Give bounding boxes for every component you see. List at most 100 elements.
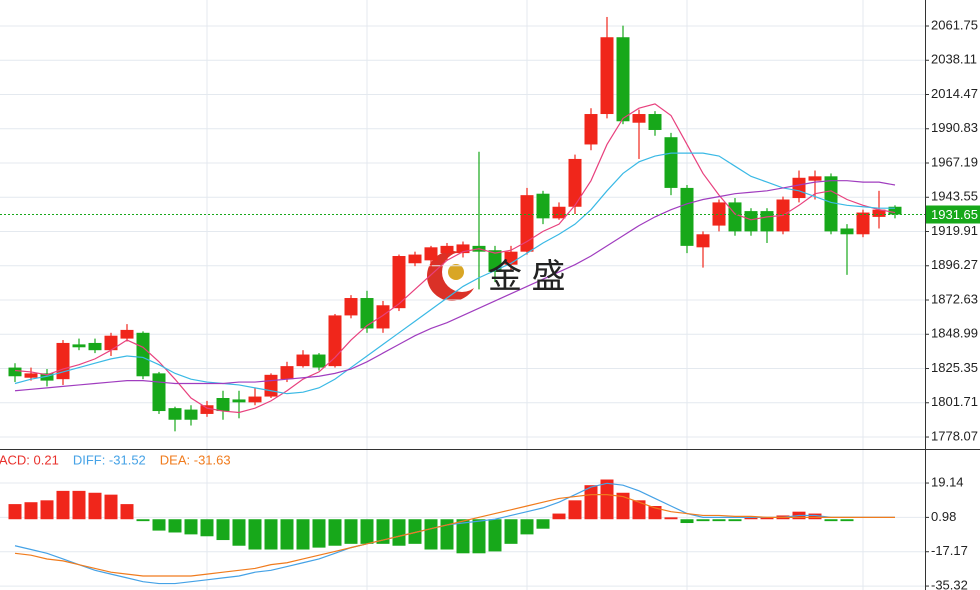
macd-bar xyxy=(408,519,422,544)
y-tick-label: 1943.55 xyxy=(931,189,978,204)
macd-bar xyxy=(744,517,758,520)
candle-body xyxy=(168,408,182,420)
macd-bar xyxy=(232,519,246,546)
candle-body xyxy=(568,158,582,207)
candle-body xyxy=(376,305,390,329)
last-price-label: 1931.65 xyxy=(931,207,978,222)
indicator-label: MACD: 0.21 xyxy=(0,452,59,467)
macd-bar xyxy=(280,519,294,550)
candle-body xyxy=(632,114,646,123)
macd-bar xyxy=(200,519,214,537)
macd-bar xyxy=(440,519,454,550)
candle-body xyxy=(312,354,326,368)
macd-bar xyxy=(808,513,822,520)
candle-body xyxy=(648,114,662,130)
macd-bar xyxy=(216,519,230,541)
macd-bar xyxy=(584,485,598,520)
y-tick-label: 0.98 xyxy=(931,509,956,524)
candle-body xyxy=(216,398,230,412)
y-tick-label: 2014.47 xyxy=(931,86,978,101)
macd-bar xyxy=(632,500,646,520)
macd-bar xyxy=(536,519,550,529)
macd-bar xyxy=(344,519,358,544)
candle-body xyxy=(872,209,886,217)
macd-bar xyxy=(520,519,534,535)
y-tick-label: 1848.99 xyxy=(931,326,978,341)
candle-body xyxy=(760,211,774,232)
macd-bar xyxy=(88,492,102,520)
line xyxy=(14,180,896,392)
candle-body xyxy=(552,206,566,219)
candle-body xyxy=(584,114,598,145)
macd-bar xyxy=(392,519,406,546)
macd-bar xyxy=(504,519,518,544)
candle-body xyxy=(24,373,38,378)
candle-body xyxy=(728,202,742,232)
candle-body xyxy=(424,247,438,261)
y-tick-label: 1919.91 xyxy=(931,223,978,238)
macd-bar xyxy=(760,517,774,520)
candle-body xyxy=(792,177,806,199)
y-tick-label: 19.14 xyxy=(931,474,964,489)
candle-body xyxy=(280,366,294,380)
macd-bar xyxy=(136,519,150,522)
macd-bar xyxy=(248,519,262,550)
macd-bar xyxy=(328,519,342,546)
y-tick-label: -35.32 xyxy=(931,578,968,590)
candle-body xyxy=(344,298,358,316)
candle-body xyxy=(520,195,534,252)
candle-body xyxy=(808,176,822,181)
candle-body xyxy=(40,373,54,381)
macd-bar xyxy=(40,500,54,520)
candle-body xyxy=(88,342,102,351)
y-tick-label: 2061.75 xyxy=(931,17,978,32)
candle-body xyxy=(360,298,374,329)
macd-bar xyxy=(152,519,166,531)
y-tick-label: 1990.83 xyxy=(931,120,978,135)
macd-bar xyxy=(680,519,694,524)
macd-bar xyxy=(120,504,134,520)
candle-body xyxy=(600,37,614,115)
candle-body xyxy=(392,256,406,309)
candle-body xyxy=(200,405,214,414)
y-tick-label: 1801.71 xyxy=(931,394,978,409)
macd-bar xyxy=(712,519,726,522)
macd-bar xyxy=(648,506,662,520)
candle-body xyxy=(616,37,630,122)
candle-body xyxy=(296,354,310,367)
candle-body xyxy=(888,206,902,215)
macd-bar xyxy=(24,502,38,520)
candle-body xyxy=(696,234,710,248)
macd-bar xyxy=(8,504,22,520)
y-tick-label: 1872.63 xyxy=(931,291,978,306)
macd-bar xyxy=(168,519,182,533)
y-tick-label: 1825.35 xyxy=(931,360,978,375)
candle-body xyxy=(440,245,454,254)
logo-dot xyxy=(448,264,464,280)
macd-bar xyxy=(184,519,198,535)
candle-body xyxy=(136,332,150,377)
y-tick-label: 1896.27 xyxy=(931,257,978,272)
line xyxy=(14,152,895,395)
macd-bar xyxy=(312,519,326,548)
macd-bar xyxy=(296,519,310,550)
macd-bar xyxy=(456,519,470,554)
candle-body xyxy=(152,373,166,412)
line xyxy=(14,494,895,577)
macd-bar xyxy=(424,519,438,550)
macd-bar xyxy=(568,500,582,520)
macd-bar xyxy=(600,479,614,520)
macd-bar xyxy=(360,519,374,544)
y-tick-label: 1778.07 xyxy=(931,428,978,443)
candle-body xyxy=(488,250,502,272)
macd-bar xyxy=(56,490,70,520)
candle-body xyxy=(456,244,470,254)
candle-body xyxy=(680,187,694,246)
candle-body xyxy=(104,335,118,351)
macd-bar xyxy=(616,492,630,520)
macd-bar xyxy=(376,519,390,544)
macd-bar xyxy=(840,519,854,522)
line xyxy=(14,482,895,585)
